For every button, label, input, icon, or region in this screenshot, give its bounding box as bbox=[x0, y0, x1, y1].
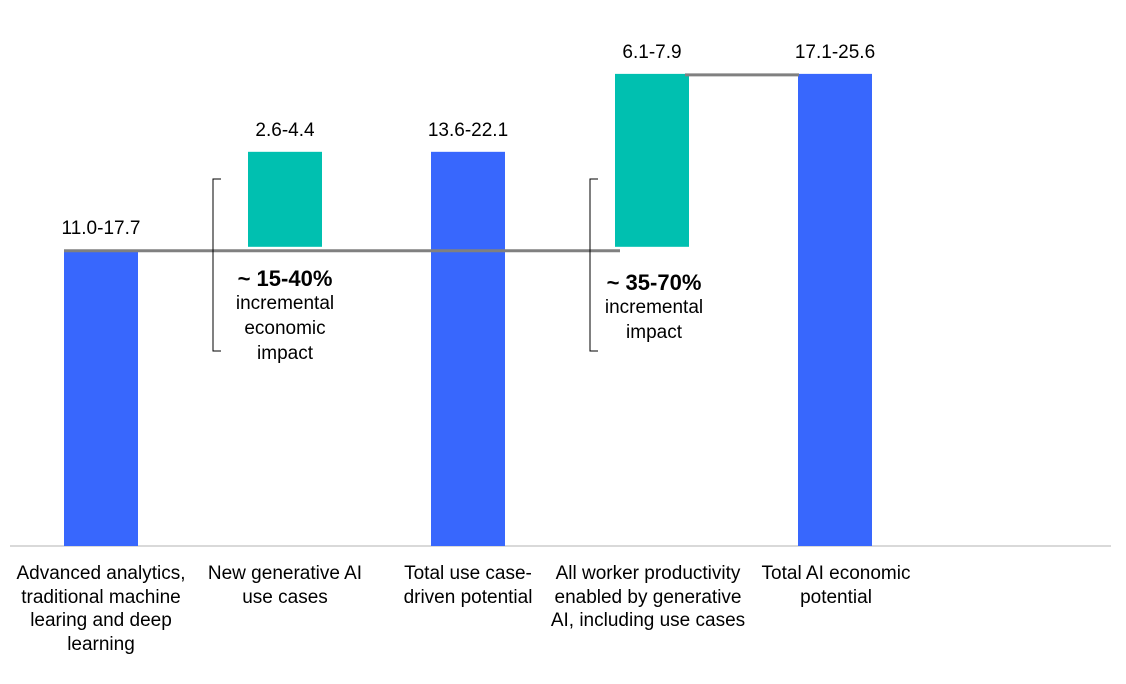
value-label-5: 17.1-25.6 bbox=[795, 42, 875, 63]
bar-2 bbox=[248, 151, 322, 247]
category-label-4: All worker productivity enabled by gener… bbox=[550, 563, 746, 631]
annotation-1-percent: ~ 15-40% bbox=[237, 266, 333, 291]
category-label-2: New generative AI use cases bbox=[207, 563, 363, 608]
annotation-2-line-2: impact bbox=[626, 322, 682, 343]
annotation-1: ~ 15-40% incremental economic impact bbox=[222, 266, 348, 366]
bracket-1 bbox=[212, 178, 221, 352]
annotation-1-line-1: incremental bbox=[235, 293, 335, 314]
value-label-2: 2.6-4.4 bbox=[255, 120, 315, 141]
annotation-2-line-1: incremental bbox=[604, 297, 704, 318]
value-label-3: 13.6-22.1 bbox=[428, 120, 508, 141]
bracket-2 bbox=[589, 178, 598, 352]
annotation-2-percent: ~ 35-70% bbox=[606, 270, 702, 295]
bar-3 bbox=[431, 151, 505, 547]
bar-1 bbox=[64, 249, 138, 546]
value-label-1: 11.0-17.7 bbox=[62, 218, 141, 239]
category-label-1: Advanced analytics, traditional machine … bbox=[16, 563, 186, 655]
bar-5 bbox=[798, 73, 872, 546]
value-label-4: 6.1-7.9 bbox=[622, 42, 681, 63]
category-label-5: Total AI economic potential bbox=[761, 563, 911, 608]
annotation-1-line-2: economic bbox=[244, 318, 326, 339]
category-label-3: Total use case-driven potential bbox=[403, 563, 533, 608]
annotation-2: ~ 35-70% incremental impact bbox=[592, 270, 716, 345]
annotation-1-line-3: impact bbox=[257, 343, 313, 364]
bar-4 bbox=[615, 73, 689, 247]
